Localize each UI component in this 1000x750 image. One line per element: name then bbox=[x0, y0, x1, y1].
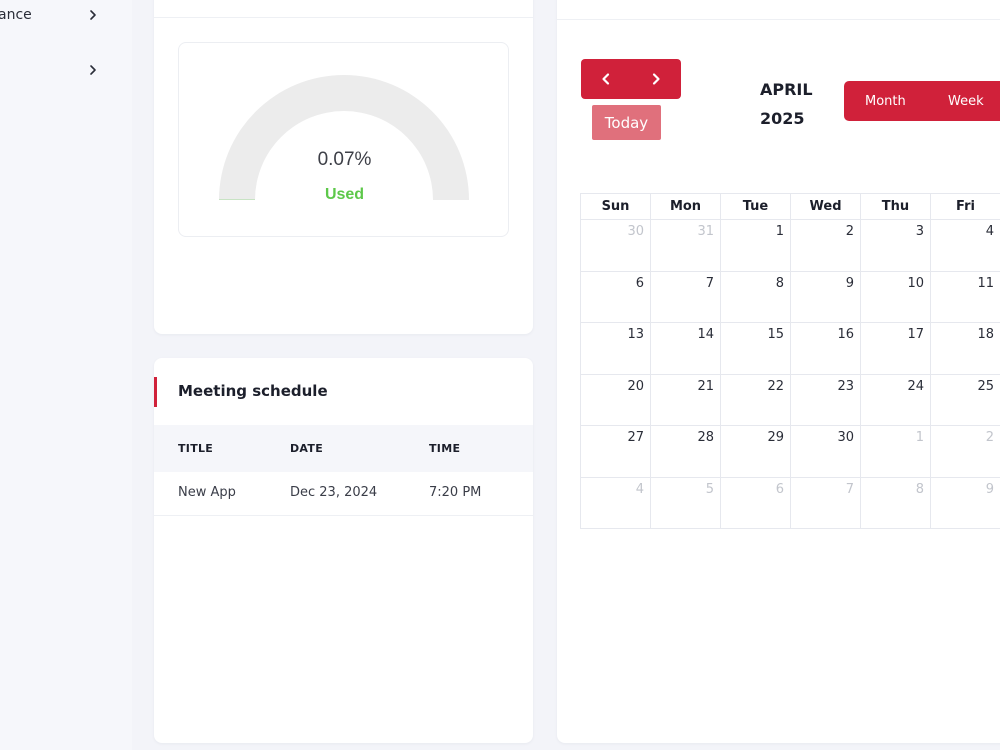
weekday-header: Thu bbox=[861, 194, 931, 220]
meeting-title-cell: New App bbox=[178, 485, 236, 500]
calendar-day-cell[interactable]: 2 bbox=[791, 220, 861, 272]
calendar-week-row: 13 14 15 16 17 18 bbox=[581, 323, 1000, 375]
table-row[interactable]: New App Dec 23, 2024 7:20 PM bbox=[154, 472, 533, 516]
calendar-week-row: 30 31 1 2 3 4 bbox=[581, 220, 1000, 272]
calendar-month: APRIL bbox=[760, 80, 813, 99]
column-header-title: TITLE bbox=[178, 442, 214, 455]
calendar-day-cell[interactable]: 9 bbox=[791, 271, 861, 323]
storage-used-label: Used bbox=[324, 186, 365, 203]
sidebar-item-expand[interactable] bbox=[0, 55, 120, 85]
calendar-day-cell[interactable]: 25 bbox=[931, 375, 1000, 426]
calendar-month-title: APRIL 2025 bbox=[760, 75, 813, 133]
weekday-header: Mon bbox=[651, 194, 721, 220]
calendar-day-cell[interactable]: 2 bbox=[931, 426, 1000, 478]
calendar-day-cell[interactable]: 30 bbox=[791, 426, 861, 478]
calendar-day-cell[interactable]: 18 bbox=[931, 323, 1000, 375]
calendar-day-cell[interactable]: 7 bbox=[651, 271, 721, 323]
calendar-day-cell[interactable]: 15 bbox=[721, 323, 791, 375]
storage-percent: 0.07% bbox=[317, 149, 372, 170]
calendar-day-cell[interactable]: 7 bbox=[791, 477, 861, 529]
calendar-day-cell[interactable]: 21 bbox=[651, 374, 721, 426]
card-title: Meeting schedule bbox=[178, 382, 328, 400]
storage-card: 0.07% Used bbox=[154, 0, 533, 334]
calendar-day-cell[interactable]: 3 bbox=[861, 220, 931, 272]
weekday-header: Wed bbox=[791, 194, 861, 220]
gauge-track bbox=[219, 75, 469, 200]
calendar-day-cell[interactable]: 8 bbox=[861, 477, 931, 529]
chevron-right-icon bbox=[90, 10, 96, 20]
calendar-day-cell[interactable]: 10 bbox=[861, 271, 931, 323]
calendar-day-cell[interactable]: 1 bbox=[721, 220, 791, 272]
calendar-year: 2025 bbox=[760, 109, 805, 128]
column-header-date: DATE bbox=[290, 442, 324, 455]
calendar-week-row: 6 7 8 9 10 11 bbox=[581, 271, 1000, 323]
calendar-day-cell[interactable]: 5 bbox=[651, 477, 721, 529]
calendar-day-cell[interactable]: 24 bbox=[861, 374, 931, 426]
today-button[interactable]: Today bbox=[592, 105, 661, 140]
card-divider bbox=[154, 17, 533, 18]
table-header: TITLE DATE TIME bbox=[154, 425, 533, 472]
calendar-day-cell[interactable]: 23 bbox=[791, 374, 861, 426]
calendar-day-cell[interactable]: 6 bbox=[581, 271, 651, 323]
sidebar: ance bbox=[0, 0, 132, 750]
next-month-button[interactable] bbox=[631, 59, 681, 99]
calendar-day-cell[interactable]: 28 bbox=[651, 426, 721, 478]
calendar-day-cell[interactable]: 16 bbox=[791, 323, 861, 375]
weekday-header: Sun bbox=[581, 194, 651, 220]
calendar-day-cell[interactable]: 4 bbox=[931, 220, 1000, 272]
storage-gauge: 0.07% Used bbox=[178, 42, 509, 237]
calendar-day-cell[interactable]: 1 bbox=[861, 426, 931, 478]
chevron-right-icon bbox=[652, 73, 660, 85]
calendar-nav bbox=[581, 59, 681, 99]
calendar-day-cell[interactable]: 22 bbox=[721, 374, 791, 426]
calendar-day-cell[interactable]: 4 bbox=[581, 477, 651, 529]
calendar-day-cell[interactable]: 14 bbox=[651, 323, 721, 375]
calendar-day-cell[interactable]: 9 bbox=[931, 478, 1000, 529]
prev-month-button[interactable] bbox=[581, 59, 631, 99]
view-switcher: Month Week bbox=[844, 81, 1000, 121]
column-header-time: TIME bbox=[429, 442, 461, 455]
calendar-day-cell[interactable]: 13 bbox=[581, 323, 651, 375]
calendar-day-cell[interactable]: 27 bbox=[581, 426, 651, 478]
sidebar-item-finance[interactable]: ance bbox=[0, 0, 120, 30]
calendar-day-cell[interactable]: 20 bbox=[581, 374, 651, 426]
gauge-chart bbox=[219, 75, 469, 200]
meeting-schedule-card: Meeting schedule TITLE DATE TIME New App… bbox=[154, 358, 533, 743]
weekday-header-row: Sun Mon Tue Wed Thu Fri bbox=[581, 194, 1000, 220]
sidebar-item-label: ance bbox=[0, 7, 32, 23]
calendar-day-cell[interactable]: 6 bbox=[721, 477, 791, 529]
calendar-card: Today APRIL 2025 Month Week Sun Mon Tue … bbox=[557, 0, 1000, 743]
view-month-button[interactable]: Month bbox=[865, 93, 906, 109]
chevron-left-icon bbox=[602, 73, 610, 85]
calendar-grid: Sun Mon Tue Wed Thu Fri 30 31 1 2 3 4 6 7 8 9 10 11… bbox=[580, 193, 1000, 529]
calendar-day-cell[interactable]: 11 bbox=[931, 272, 1000, 323]
calendar-week-row: 20 21 22 23 24 25 bbox=[581, 374, 1000, 426]
calendar-week-row: 27 28 29 30 1 2 bbox=[581, 426, 1000, 478]
weekday-header: Fri bbox=[931, 194, 1000, 220]
card-divider bbox=[557, 19, 1000, 20]
chevron-right-icon bbox=[90, 65, 96, 75]
calendar-day-cell[interactable]: 17 bbox=[861, 323, 931, 375]
meeting-time-cell: 7:20 PM bbox=[429, 485, 482, 500]
view-week-button[interactable]: Week bbox=[948, 93, 984, 109]
calendar-day-cell[interactable]: 31 bbox=[651, 220, 721, 272]
card-accent-bar bbox=[154, 377, 157, 407]
calendar-day-cell[interactable]: 30 bbox=[581, 220, 651, 272]
meeting-date-cell: Dec 23, 2024 bbox=[290, 485, 378, 500]
weekday-header: Tue bbox=[721, 194, 791, 220]
calendar-day-cell[interactable]: 29 bbox=[721, 426, 791, 478]
calendar-day-cell[interactable]: 8 bbox=[721, 271, 791, 323]
